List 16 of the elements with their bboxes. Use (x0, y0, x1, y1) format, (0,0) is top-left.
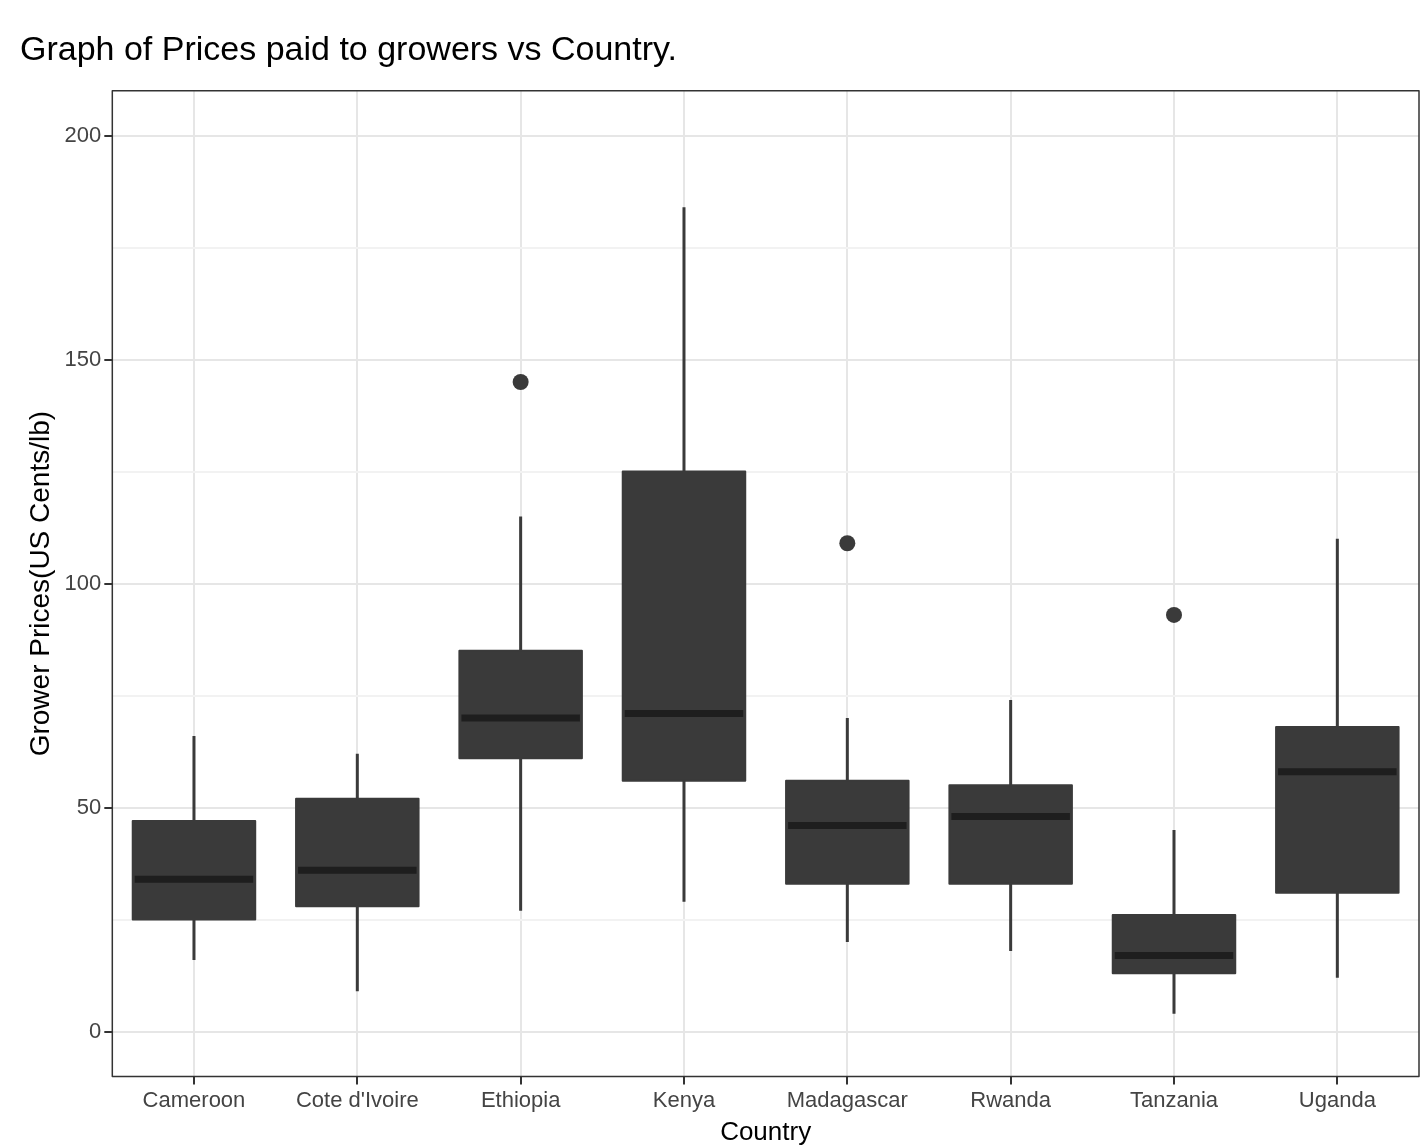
x-tick-label: Uganda (1298, 1086, 1377, 1112)
y-tick-label: 0 (89, 1017, 102, 1043)
x-tick-label: Cote d'Ivoire (295, 1086, 419, 1112)
x-tick-label: Cameroon (142, 1086, 246, 1112)
x-tick-label: Tanzania (1129, 1086, 1219, 1112)
x-tick-label: Ethiopia (480, 1086, 562, 1112)
y-tick-label: 100 (64, 569, 102, 595)
x-tick-label: Rwanda (970, 1086, 1052, 1112)
y-tick-label: 200 (64, 121, 102, 147)
chart-title: Graph of Prices paid to growers vs Country. (20, 28, 677, 67)
y-tick-label: 50 (76, 793, 102, 819)
x-tick-label: Madagascar (786, 1086, 908, 1112)
x-axis-title: Country (720, 1115, 812, 1146)
y-axis-title: Grower Prices(US Cents/lb) (23, 410, 55, 757)
y-tick-label: 150 (64, 345, 102, 371)
x-tick-label: Kenya (652, 1086, 716, 1112)
